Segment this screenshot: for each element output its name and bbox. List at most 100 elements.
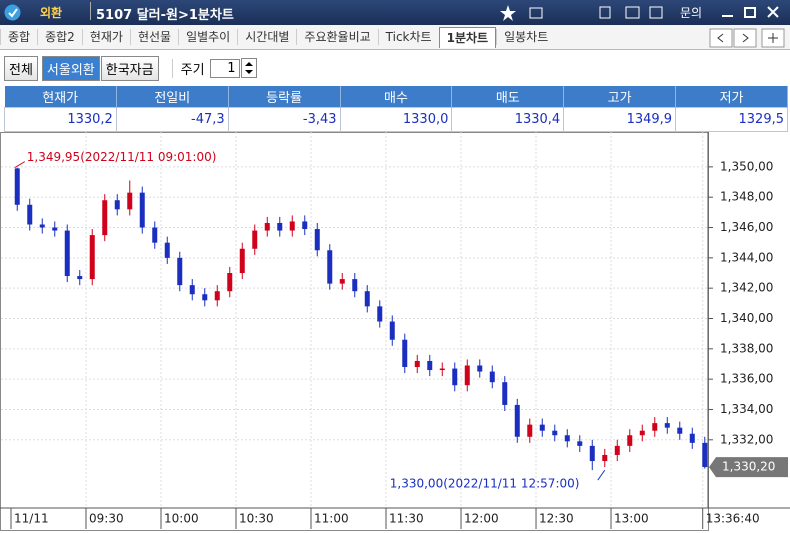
candle-body xyxy=(252,230,258,249)
candle-body xyxy=(339,279,345,284)
filter-button[interactable]: 한국자금 xyxy=(100,55,159,81)
candle-body xyxy=(539,424,545,431)
x-tick-label: 12:30 xyxy=(539,512,574,526)
last-price-tag xyxy=(709,457,788,478)
candle-body xyxy=(352,279,358,292)
candle-body xyxy=(139,192,145,228)
cell: 1330,4 xyxy=(451,107,565,132)
candle-body xyxy=(39,224,45,228)
candle-body xyxy=(77,276,83,280)
candle-body xyxy=(427,360,433,371)
toolbar: 전체 서울외환 한국자금 주기 1 xyxy=(0,52,790,84)
toolbar-icons xyxy=(500,5,663,21)
tab[interactable]: 종합2 xyxy=(37,29,82,45)
window-title: 5107 달러-원>1분차트 xyxy=(96,8,234,23)
y-tick-label: 1,346,00 xyxy=(720,220,773,234)
candle-body xyxy=(314,229,320,251)
x-tick-label: 13:00 xyxy=(614,512,649,526)
y-tick-label: 1,342,00 xyxy=(720,281,773,295)
period-spinner[interactable] xyxy=(240,58,257,78)
candle-body xyxy=(239,248,245,274)
candle-body xyxy=(164,242,170,258)
y-tick-label: 1,344,00 xyxy=(720,250,773,264)
candle-body xyxy=(214,291,220,301)
tab-bar: 종합 종합2 현재가 현선물 일별추이 시간대별 주요환율비교 Tick차트 1분차트 일봉차트 xyxy=(0,25,790,50)
candle-body xyxy=(639,430,645,436)
title-bar: 외환 5107 달러-원>1분차트 문의 xyxy=(0,0,790,25)
column-header: 매수 xyxy=(340,86,453,108)
filter-button[interactable]: 서울외환 xyxy=(41,55,100,81)
candle-body xyxy=(527,424,533,437)
candle-body xyxy=(152,227,158,243)
menu-label[interactable]: 외환 xyxy=(40,6,63,20)
y-tick-label: 1,348,00 xyxy=(720,190,773,204)
candle-body xyxy=(564,435,570,442)
period-input[interactable]: 1 xyxy=(209,58,240,78)
x-tick-label: 11/11 xyxy=(14,512,49,526)
candle-body xyxy=(464,365,470,386)
candle-body xyxy=(577,441,583,446)
x-tick-label: 11:30 xyxy=(389,512,424,526)
column-header: 전일비 xyxy=(116,86,229,108)
candle-body xyxy=(489,371,495,383)
candle-body xyxy=(452,368,458,386)
candle-body xyxy=(602,454,608,462)
candle-body xyxy=(227,273,233,292)
y-tick-label: 1,338,00 xyxy=(720,341,773,355)
candle-body xyxy=(702,442,708,468)
last-price-label: 1,330,20 xyxy=(722,460,775,474)
x-tick-label: 09:30 xyxy=(89,512,124,526)
x-tick-label: 11:00 xyxy=(314,512,349,526)
candle-body xyxy=(364,291,370,307)
chart: 1,332,00 1,334,00 1,336,00 1,338,00 1,340,00… xyxy=(0,132,790,531)
tab[interactable]: 현선물 xyxy=(129,29,178,45)
tab[interactable]: 일봉차트 xyxy=(496,29,555,45)
annotation-arrow xyxy=(14,161,26,169)
window-controls[interactable] xyxy=(720,4,786,21)
cell: 1329,5 xyxy=(675,107,788,132)
y-tick-label: 1,334,00 xyxy=(720,402,773,416)
annotation-arrow xyxy=(597,469,606,481)
annotation: 1,330,00(2022/11/11 12:57:00) xyxy=(390,477,580,491)
candle-body xyxy=(414,360,420,368)
candle-body xyxy=(502,382,508,405)
tab-scroll[interactable] xyxy=(708,28,788,48)
inquiry-link[interactable]: 문의 xyxy=(680,6,703,20)
tab[interactable]: 현재가 xyxy=(81,29,130,45)
candle-body xyxy=(102,200,108,236)
candle-body xyxy=(389,321,395,340)
candle-body xyxy=(114,200,120,210)
x-tick-label: 13:36:40 xyxy=(706,512,760,526)
candle-body xyxy=(689,433,695,443)
candle-body xyxy=(514,404,520,437)
filter-button[interactable]: 전체 xyxy=(4,55,38,81)
tab[interactable]: 시간대별 xyxy=(237,29,296,45)
candle-body xyxy=(614,445,620,455)
candle-body xyxy=(27,204,33,225)
candle-body xyxy=(177,257,183,286)
candle-body xyxy=(327,250,333,284)
tab[interactable]: 일별추이 xyxy=(178,29,237,45)
candle-body xyxy=(652,423,658,431)
cell: -3,43 xyxy=(227,107,341,132)
quote-table: 현재가 전일비 등락률 매수 매도 고가 저가 1330,2 -47,3 -3,43 1330,0 1… xyxy=(4,86,788,132)
candle-body xyxy=(289,221,295,231)
candle-body xyxy=(264,222,270,231)
app-icon xyxy=(4,4,21,21)
tab[interactable]: 종합 xyxy=(0,29,37,45)
tab[interactable]: 주요환율비교 xyxy=(296,29,377,45)
candle-body xyxy=(477,365,483,372)
tab[interactable]: 1분차트 xyxy=(438,26,497,48)
tab[interactable]: Tick차트 xyxy=(377,29,439,45)
candle-body xyxy=(589,445,595,462)
candle-body xyxy=(277,222,283,231)
candle-body xyxy=(664,423,670,428)
candle-body xyxy=(189,285,195,295)
column-header: 현재가 xyxy=(4,86,117,108)
candle-body xyxy=(302,221,308,230)
cell: 1349,9 xyxy=(563,107,677,132)
candle-body xyxy=(89,235,95,280)
candle-body xyxy=(64,230,70,277)
cell: -47,3 xyxy=(115,107,229,132)
x-tick-label: 12:00 xyxy=(464,512,499,526)
